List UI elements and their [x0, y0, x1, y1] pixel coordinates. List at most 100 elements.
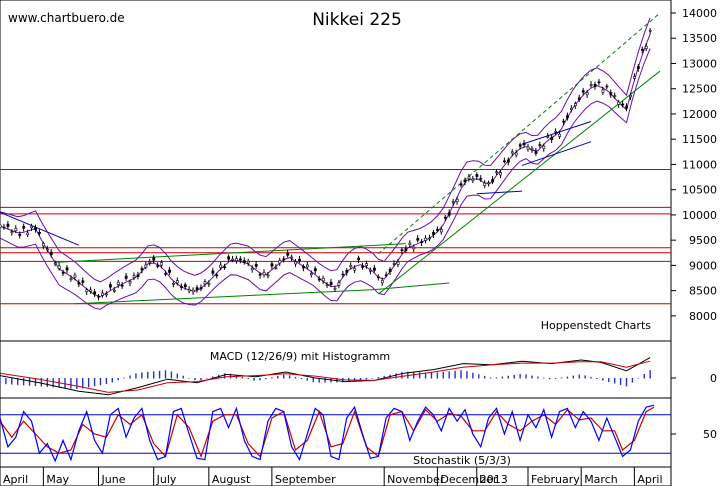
x-tick-label: April — [3, 473, 28, 486]
price-body — [526, 146, 530, 150]
price-body — [633, 76, 636, 79]
price-body — [447, 212, 451, 216]
y-tick-label: 11500 — [682, 133, 717, 146]
price-body — [542, 145, 546, 149]
x-tick-label: December — [440, 473, 498, 486]
price-body — [404, 248, 408, 252]
price-body — [617, 101, 621, 105]
price-body — [302, 265, 305, 269]
price-body — [112, 289, 116, 292]
price-body — [148, 261, 152, 263]
stochastic-title: Stochastik (5/3/3) — [413, 454, 511, 467]
price-body — [227, 256, 231, 260]
price-body — [333, 287, 337, 290]
credit-label: Hoppenstedt Charts — [541, 319, 652, 332]
price-body — [18, 233, 22, 236]
price-body — [345, 269, 349, 273]
price-body — [321, 278, 325, 282]
y-tick-label: 50 — [703, 428, 717, 441]
price-body — [172, 283, 175, 285]
price-body — [286, 252, 290, 256]
y-tick-label: 0 — [710, 372, 717, 385]
price-body — [156, 265, 160, 267]
price-body — [420, 241, 424, 244]
trendline — [0, 211, 79, 246]
price-body — [558, 133, 562, 137]
price-body — [49, 251, 53, 255]
price-body — [376, 276, 380, 279]
price-body — [349, 265, 353, 268]
price-body — [282, 258, 286, 261]
price-body — [140, 268, 144, 271]
price-body — [231, 258, 234, 261]
price-body — [223, 266, 227, 269]
price-body — [365, 263, 368, 266]
x-tick-label: February — [531, 473, 580, 486]
trendline — [521, 141, 592, 166]
price-body — [530, 148, 534, 150]
price-body — [239, 258, 242, 261]
price-body — [183, 284, 187, 288]
price-body — [503, 160, 506, 163]
price-body — [609, 92, 613, 96]
price-body — [585, 92, 589, 96]
price-body — [258, 273, 262, 276]
price-body — [290, 256, 294, 259]
y-tick-label: 11000 — [682, 158, 717, 171]
price-body — [6, 223, 10, 227]
price-body — [73, 274, 77, 278]
price-body — [65, 267, 69, 271]
price-body — [250, 267, 254, 271]
price-body — [475, 174, 479, 177]
price-body — [451, 201, 455, 204]
y-tick-label: 12000 — [682, 108, 717, 121]
price-body — [262, 272, 266, 276]
price-body — [353, 267, 357, 271]
price-body — [337, 282, 341, 286]
price-body — [81, 280, 85, 283]
price-body — [0, 224, 2, 228]
price-body — [306, 264, 309, 268]
price-body — [357, 257, 361, 261]
price-body — [581, 90, 585, 93]
price-body — [506, 159, 510, 163]
price-body — [605, 85, 609, 88]
stochastic-d-line — [0, 406, 655, 459]
price-body — [254, 264, 258, 267]
price-body — [42, 243, 45, 247]
price-body — [274, 267, 278, 269]
price-body — [294, 261, 298, 265]
price-body — [467, 176, 471, 179]
x-tick-label: 2013 — [480, 473, 508, 486]
price-body — [53, 262, 57, 265]
price-body — [10, 231, 14, 233]
price-body — [109, 284, 112, 288]
site-watermark: www.chartbuero.de — [8, 11, 125, 25]
price-body — [57, 265, 61, 269]
y-tick-label: 9500 — [689, 234, 717, 247]
price-body — [546, 135, 550, 138]
price-body — [298, 258, 301, 262]
price-body — [215, 274, 219, 277]
price-body — [164, 273, 167, 275]
trendline — [377, 70, 661, 295]
trendline — [377, 12, 661, 255]
x-tick-label: April — [637, 473, 662, 486]
macd-title: MACD (12/26/9) mit Histogramm — [210, 350, 390, 363]
price-body — [199, 287, 203, 290]
price-body — [203, 281, 207, 285]
price-body — [120, 284, 124, 287]
price-body — [412, 246, 416, 250]
price-body — [518, 144, 522, 147]
price-body — [45, 248, 49, 251]
price-body — [499, 172, 502, 176]
price-body — [495, 171, 498, 174]
price-body — [219, 264, 223, 268]
price-body — [69, 278, 73, 280]
trendline — [476, 190, 523, 195]
chart-title: Nikkei 225 — [312, 10, 402, 30]
price-body — [491, 179, 495, 183]
price-body — [116, 281, 120, 285]
price-body — [270, 263, 274, 267]
price-body — [428, 237, 431, 240]
